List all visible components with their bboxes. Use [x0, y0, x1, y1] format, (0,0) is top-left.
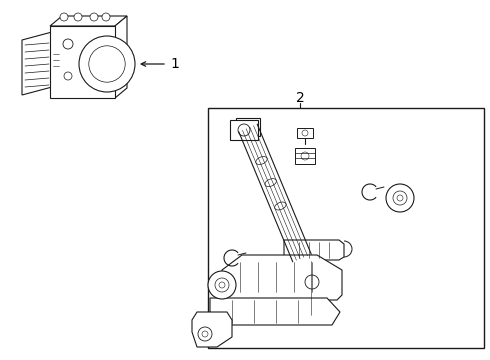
Polygon shape — [192, 312, 232, 347]
Circle shape — [215, 278, 229, 292]
Circle shape — [89, 46, 125, 82]
Circle shape — [208, 271, 236, 299]
Ellipse shape — [275, 202, 286, 210]
Bar — [295, 148, 315, 164]
Bar — [236, 118, 260, 136]
Bar — [308, 258, 316, 318]
Bar — [297, 128, 313, 138]
Text: 2: 2 — [295, 91, 304, 105]
Circle shape — [202, 331, 208, 337]
Circle shape — [219, 282, 225, 288]
Ellipse shape — [265, 179, 276, 186]
Circle shape — [386, 184, 414, 212]
Polygon shape — [210, 298, 340, 325]
Text: 1: 1 — [170, 57, 179, 71]
Polygon shape — [22, 32, 52, 95]
Polygon shape — [230, 120, 258, 140]
Circle shape — [397, 195, 403, 201]
Bar — [52, 50, 60, 70]
Bar — [208, 108, 484, 348]
Circle shape — [302, 130, 308, 136]
Circle shape — [301, 152, 309, 160]
Circle shape — [90, 13, 98, 21]
Circle shape — [74, 13, 82, 21]
Polygon shape — [50, 16, 127, 26]
Circle shape — [305, 275, 319, 289]
Circle shape — [393, 191, 407, 205]
Circle shape — [243, 121, 253, 131]
Circle shape — [64, 72, 72, 80]
Circle shape — [238, 124, 250, 136]
Ellipse shape — [256, 157, 267, 165]
Circle shape — [102, 13, 110, 21]
Polygon shape — [115, 16, 127, 98]
Circle shape — [63, 39, 73, 49]
Circle shape — [198, 327, 212, 341]
Polygon shape — [284, 240, 344, 277]
Polygon shape — [222, 255, 342, 300]
Circle shape — [79, 36, 135, 92]
Circle shape — [60, 13, 68, 21]
Bar — [50, 26, 115, 98]
